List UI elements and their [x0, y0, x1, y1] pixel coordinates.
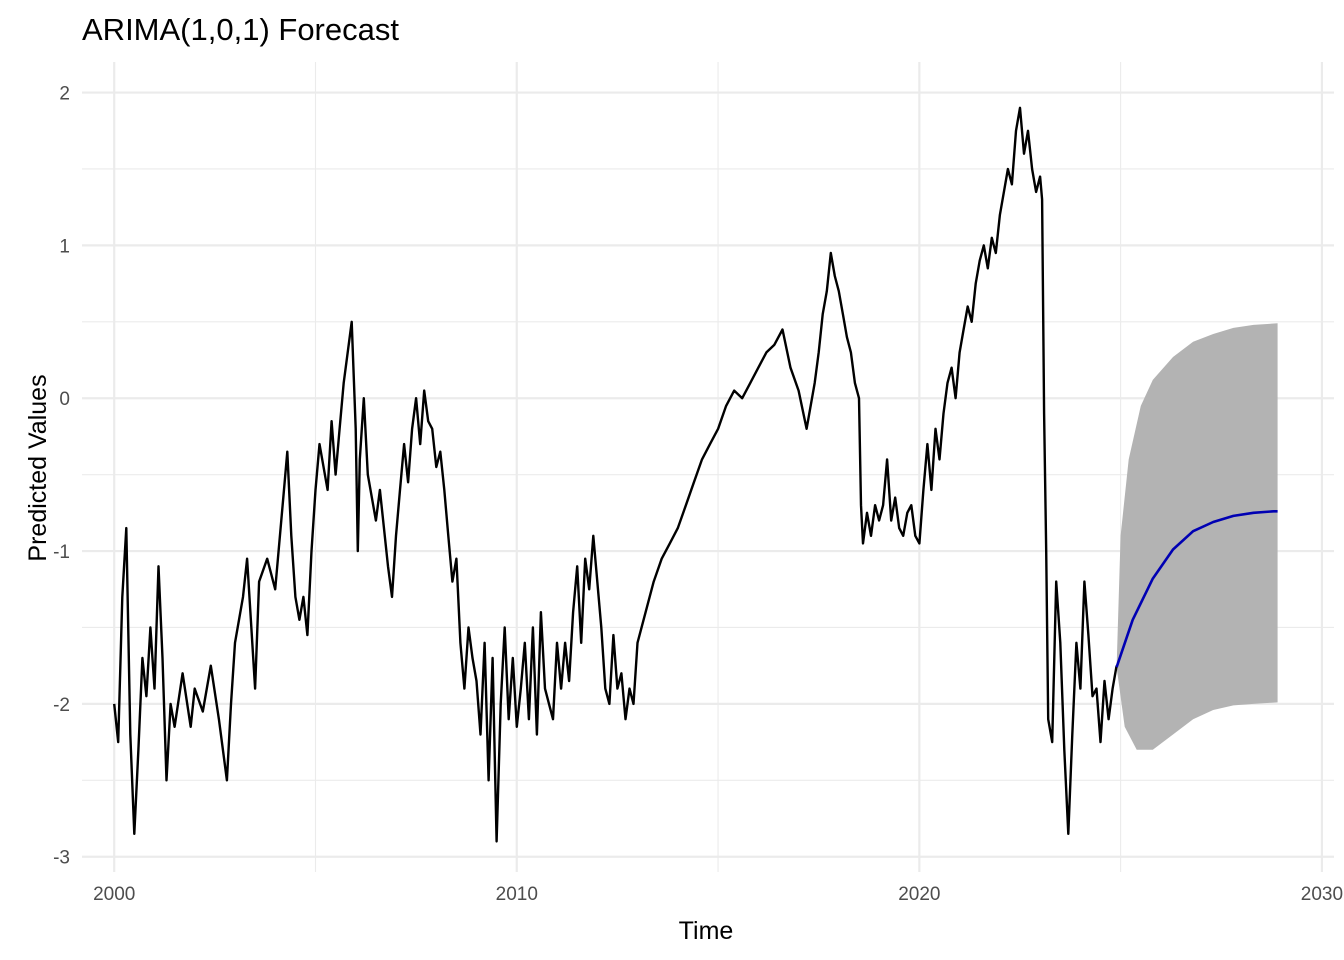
x-tick-label: 2010 [496, 884, 538, 905]
x-tick-label: 2020 [898, 884, 940, 905]
y-axis-title: Predicted Values [24, 374, 52, 561]
plot-marks [113, 106, 1278, 843]
y-tick-label: -1 [53, 542, 70, 563]
y-tick-label: -3 [53, 848, 70, 869]
y-tick-label: -2 [53, 695, 70, 716]
chart-title: ARIMA(1,0,1) Forecast [82, 12, 399, 47]
x-tick-label: 2030 [1301, 884, 1343, 905]
forecast-interval-band [1116, 323, 1278, 750]
observed-series-line [113, 106, 1118, 843]
y-tick-label: 2 [59, 84, 70, 105]
x-axis-title: Time [679, 917, 734, 945]
x-tick-label: 2000 [93, 884, 135, 905]
y-tick-label: 0 [59, 389, 70, 410]
forecast-series-line [1115, 510, 1278, 668]
tick-labels: 2000 2010 2020 2030 -3 -2 -1 0 1 2 [53, 84, 1343, 905]
y-tick-label: 1 [59, 236, 70, 257]
